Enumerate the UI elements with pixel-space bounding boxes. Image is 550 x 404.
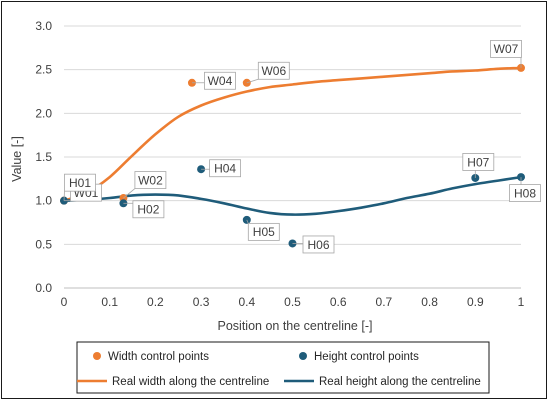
label-text: H02 — [137, 203, 159, 217]
y-axis-title: Value [-] — [10, 136, 24, 182]
real-height-along-the-centreline-line — [62, 175, 523, 216]
y-tick-label: 0.0 — [35, 281, 52, 295]
x-tick-label: 0.6 — [330, 295, 347, 309]
legend-item-real-width-along-the-centreline: Real width along the centreline — [77, 376, 269, 388]
data-label-h02: H02 — [123, 200, 165, 219]
x-tick-label: 0.9 — [467, 295, 484, 309]
label-box — [257, 61, 290, 80]
data-label-h04: H04 — [201, 159, 242, 178]
label-box — [462, 153, 495, 171]
y-tick-label: 2.0 — [35, 106, 52, 120]
label-text: H01 — [69, 176, 91, 190]
legend-item-height-control-points: Height control points — [299, 351, 419, 363]
x-tick-label: 0 — [61, 295, 68, 309]
data-label-h06: H06 — [292, 235, 335, 254]
legend-label: Width control points — [108, 351, 209, 363]
x-tick-label: 0.3 — [193, 295, 210, 309]
label-text: W02 — [138, 173, 163, 187]
label-box — [134, 171, 167, 189]
legend-swatch — [93, 352, 101, 360]
x-tick-label: 0.8 — [421, 295, 438, 309]
label-box — [132, 200, 165, 219]
legend: Width control points Height control point… — [76, 341, 490, 394]
y-tick-label: 2.5 — [35, 63, 52, 77]
x-tick-label: 0.4 — [238, 295, 255, 309]
leader-line — [246, 219, 249, 224]
x-axis-title: Position on the centreline [-] — [218, 319, 373, 333]
label-box — [509, 184, 541, 202]
label-text: H06 — [307, 238, 329, 252]
legend-item-width-control-points: Width control points — [93, 351, 209, 363]
leader-line — [123, 188, 136, 199]
label-box — [302, 235, 335, 254]
label-text: W07 — [494, 42, 519, 56]
x-axis-tick-labels: 0 0.1 0.2 0.3 0.4 0.5 0.6 0.7 0.8 0.9 1 — [61, 295, 525, 309]
x-tick-label: 0.2 — [147, 295, 164, 309]
label-box — [209, 159, 242, 178]
leader-line — [63, 191, 65, 201]
legend-swatch — [299, 352, 307, 360]
label-box — [490, 40, 522, 58]
legend-box — [76, 341, 490, 394]
label-box — [247, 222, 280, 241]
y-tick-label: 1.5 — [35, 150, 52, 164]
legend-item-real-height-along-the-centreline: Real height along the centreline — [284, 376, 481, 388]
label-text: W06 — [261, 64, 286, 78]
leader-line — [246, 78, 259, 84]
series-markers — [60, 63, 525, 248]
legend-label: Real height along the centreline — [319, 376, 481, 388]
legend-label: Real width along the centreline — [112, 376, 269, 388]
data-label-w06: W06 — [246, 61, 290, 84]
data-label-w04: W04 — [191, 71, 236, 90]
data-label-w02: W02 — [123, 171, 167, 199]
data-label-h07: H07 — [462, 153, 495, 178]
chart-frame: 0.0 0.5 1.0 1.5 2.0 2.5 3.0 0 0.1 0.2 0.3 0.4 0.5 0.… — [1, 1, 547, 399]
label-text: H08 — [514, 186, 536, 200]
label-text: H05 — [253, 225, 275, 239]
y-tick-label: 1.0 — [35, 194, 52, 208]
x-tick-label: 1 — [518, 295, 525, 309]
y-tick-label: 0.5 — [35, 237, 52, 251]
series-lines — [62, 66, 523, 216]
label-text: W04 — [208, 74, 233, 88]
x-tick-label: 0.7 — [376, 295, 393, 309]
data-label-h05: H05 — [246, 219, 280, 241]
label-box — [64, 173, 96, 192]
label-text: H07 — [467, 155, 489, 169]
label-box — [204, 71, 236, 90]
label-text: H04 — [214, 162, 236, 176]
y-axis-tick-labels: 0.0 0.5 1.0 1.5 2.0 2.5 3.0 — [35, 19, 52, 295]
real-width-along-the-centreline-line — [62, 66, 523, 202]
y-tick-label: 3.0 — [35, 19, 52, 33]
x-tick-label: 0.5 — [284, 295, 301, 309]
x-tick-label: 0.1 — [101, 295, 118, 309]
data-label-w07: W07 — [490, 40, 522, 68]
data-label-h08: H08 — [509, 177, 541, 202]
legend-label: Height control points — [314, 351, 419, 363]
data-label-h01: H01 — [63, 173, 96, 201]
